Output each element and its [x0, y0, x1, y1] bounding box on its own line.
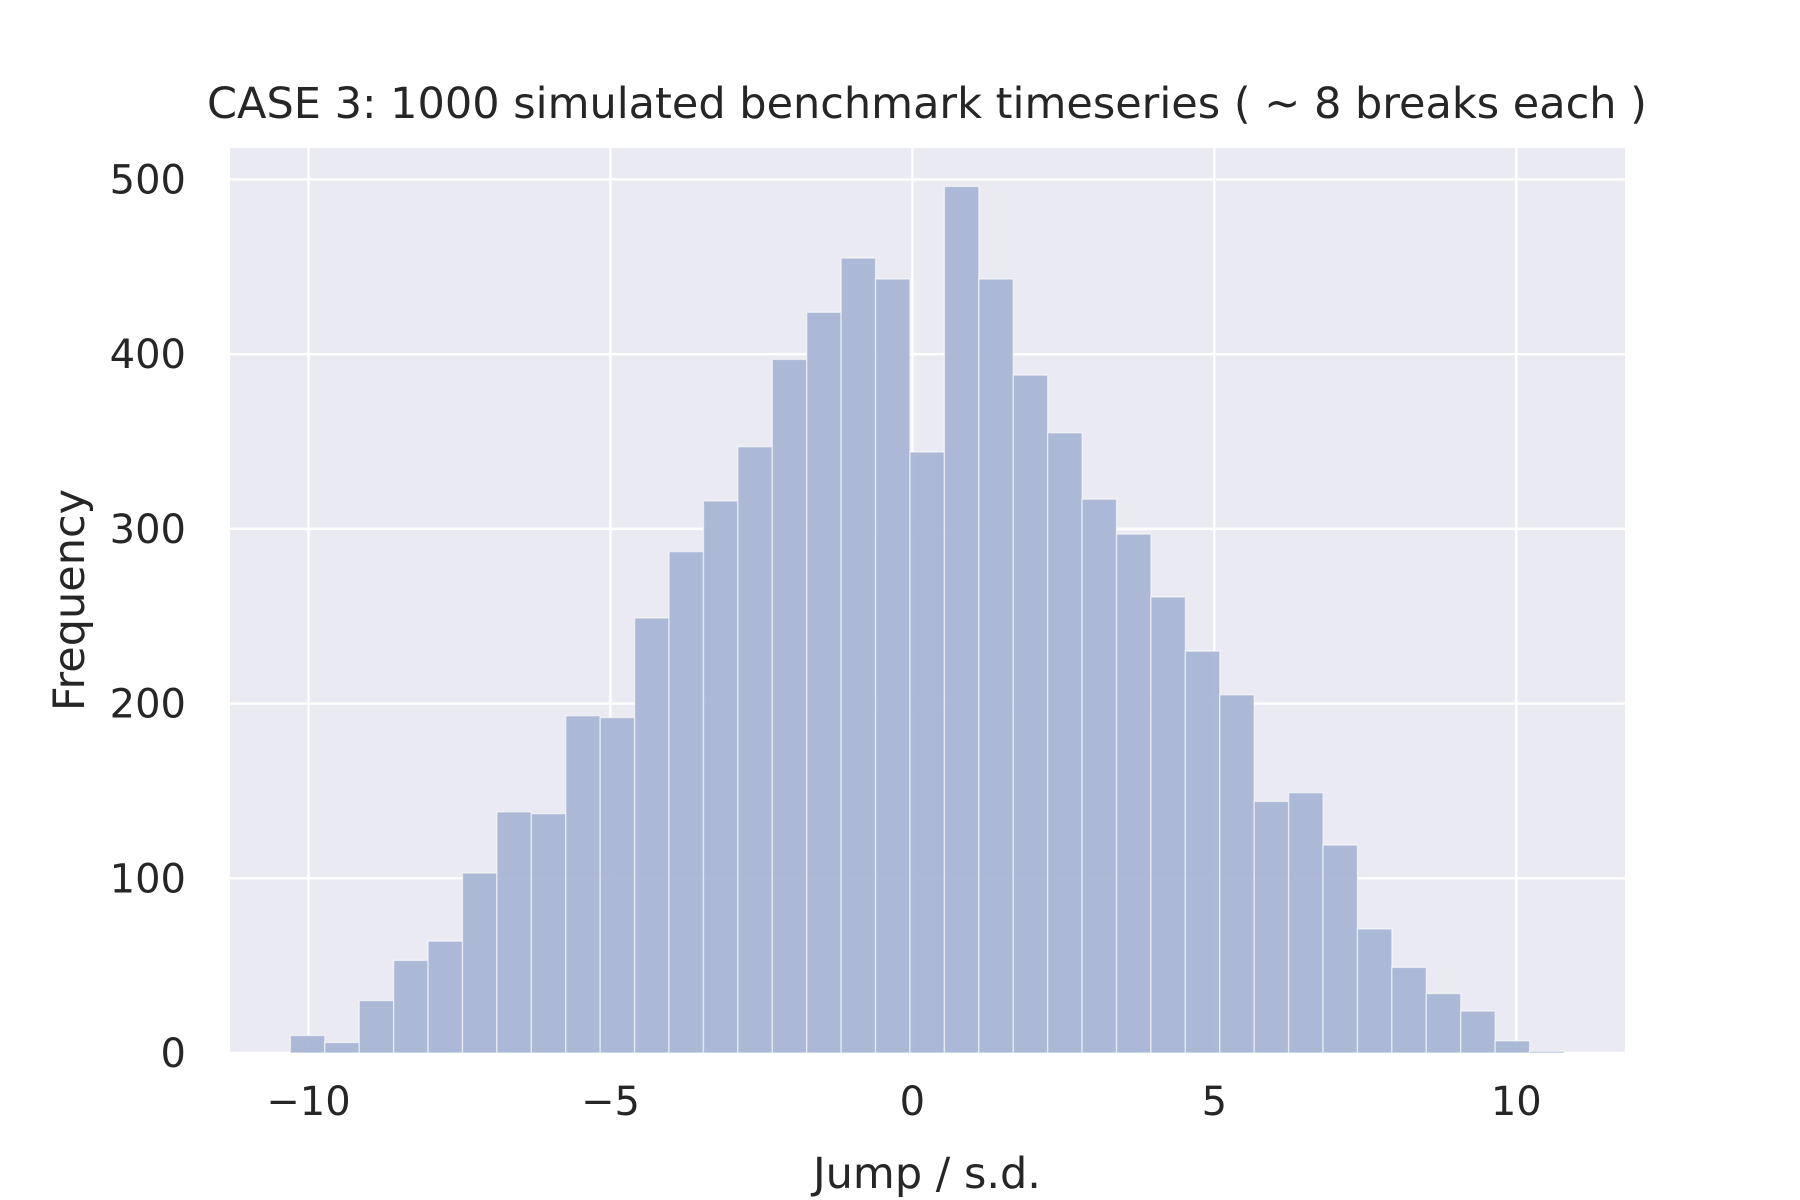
x-tick-label: 10 — [1491, 1079, 1542, 1125]
histogram-bar — [737, 446, 773, 1054]
histogram-bar — [1322, 844, 1359, 1054]
histogram-bar — [702, 500, 739, 1054]
y-tick-label: 500 — [110, 157, 186, 203]
histogram-bar — [1460, 1010, 1496, 1054]
histogram-bar — [1287, 791, 1324, 1054]
histogram-bar — [392, 959, 429, 1054]
histogram-bar — [1391, 966, 1428, 1054]
x-axis-label: Jump / s.d. — [810, 1149, 1041, 1199]
histogram-bar — [1046, 432, 1083, 1054]
histogram-bar — [1253, 800, 1290, 1054]
histogram-bar — [978, 278, 1014, 1054]
histogram-bar — [874, 278, 911, 1054]
x-tick-label: 0 — [900, 1079, 925, 1125]
histogram-bar — [1356, 928, 1393, 1054]
histogram-bar — [599, 716, 636, 1054]
histogram-bars — [289, 185, 1565, 1054]
histogram-bar — [530, 812, 567, 1054]
histogram-bar — [1528, 1050, 1565, 1054]
histogram-bar — [358, 999, 395, 1054]
histogram-bar — [289, 1034, 326, 1054]
y-tick-label: 300 — [110, 507, 186, 553]
histogram-bar — [909, 451, 946, 1054]
histogram-bar — [840, 257, 877, 1054]
histogram-bar — [1425, 992, 1462, 1054]
histogram-bar — [1012, 374, 1049, 1054]
histogram-bar — [1219, 694, 1255, 1054]
histogram-bar — [771, 358, 808, 1054]
histogram-bar — [565, 715, 601, 1054]
y-tick-label: 0 — [161, 1031, 186, 1077]
histogram-bar — [633, 617, 670, 1054]
y-axis-label: Frequency — [45, 489, 95, 711]
histogram-bar — [1494, 1040, 1531, 1054]
y-tick-label: 200 — [110, 682, 186, 728]
histogram-bar — [1115, 533, 1152, 1054]
x-tick-label: −5 — [581, 1079, 640, 1125]
y-tick-label: 400 — [110, 332, 186, 378]
histogram-bar — [1081, 498, 1118, 1054]
histogram-bar — [943, 185, 980, 1054]
x-tick-label: 5 — [1202, 1079, 1227, 1125]
y-tick-label: 100 — [110, 856, 186, 902]
chart-title: CASE 3: 1000 simulated benchmark timeser… — [207, 79, 1647, 129]
histogram-bar — [427, 940, 464, 1054]
x-axis-ticks: −10 −5 0 5 10 — [266, 1079, 1541, 1125]
histogram-bar — [668, 550, 705, 1054]
histogram-bar — [1184, 650, 1221, 1054]
histogram-bar — [461, 872, 498, 1054]
y-axis-ticks: 0 100 200 300 400 500 — [110, 157, 186, 1077]
x-tick-label: −10 — [266, 1079, 350, 1125]
histogram-bar — [1150, 596, 1187, 1054]
histogram-bar — [806, 311, 842, 1054]
histogram-bar — [496, 811, 533, 1054]
histogram-bar — [324, 1041, 360, 1054]
